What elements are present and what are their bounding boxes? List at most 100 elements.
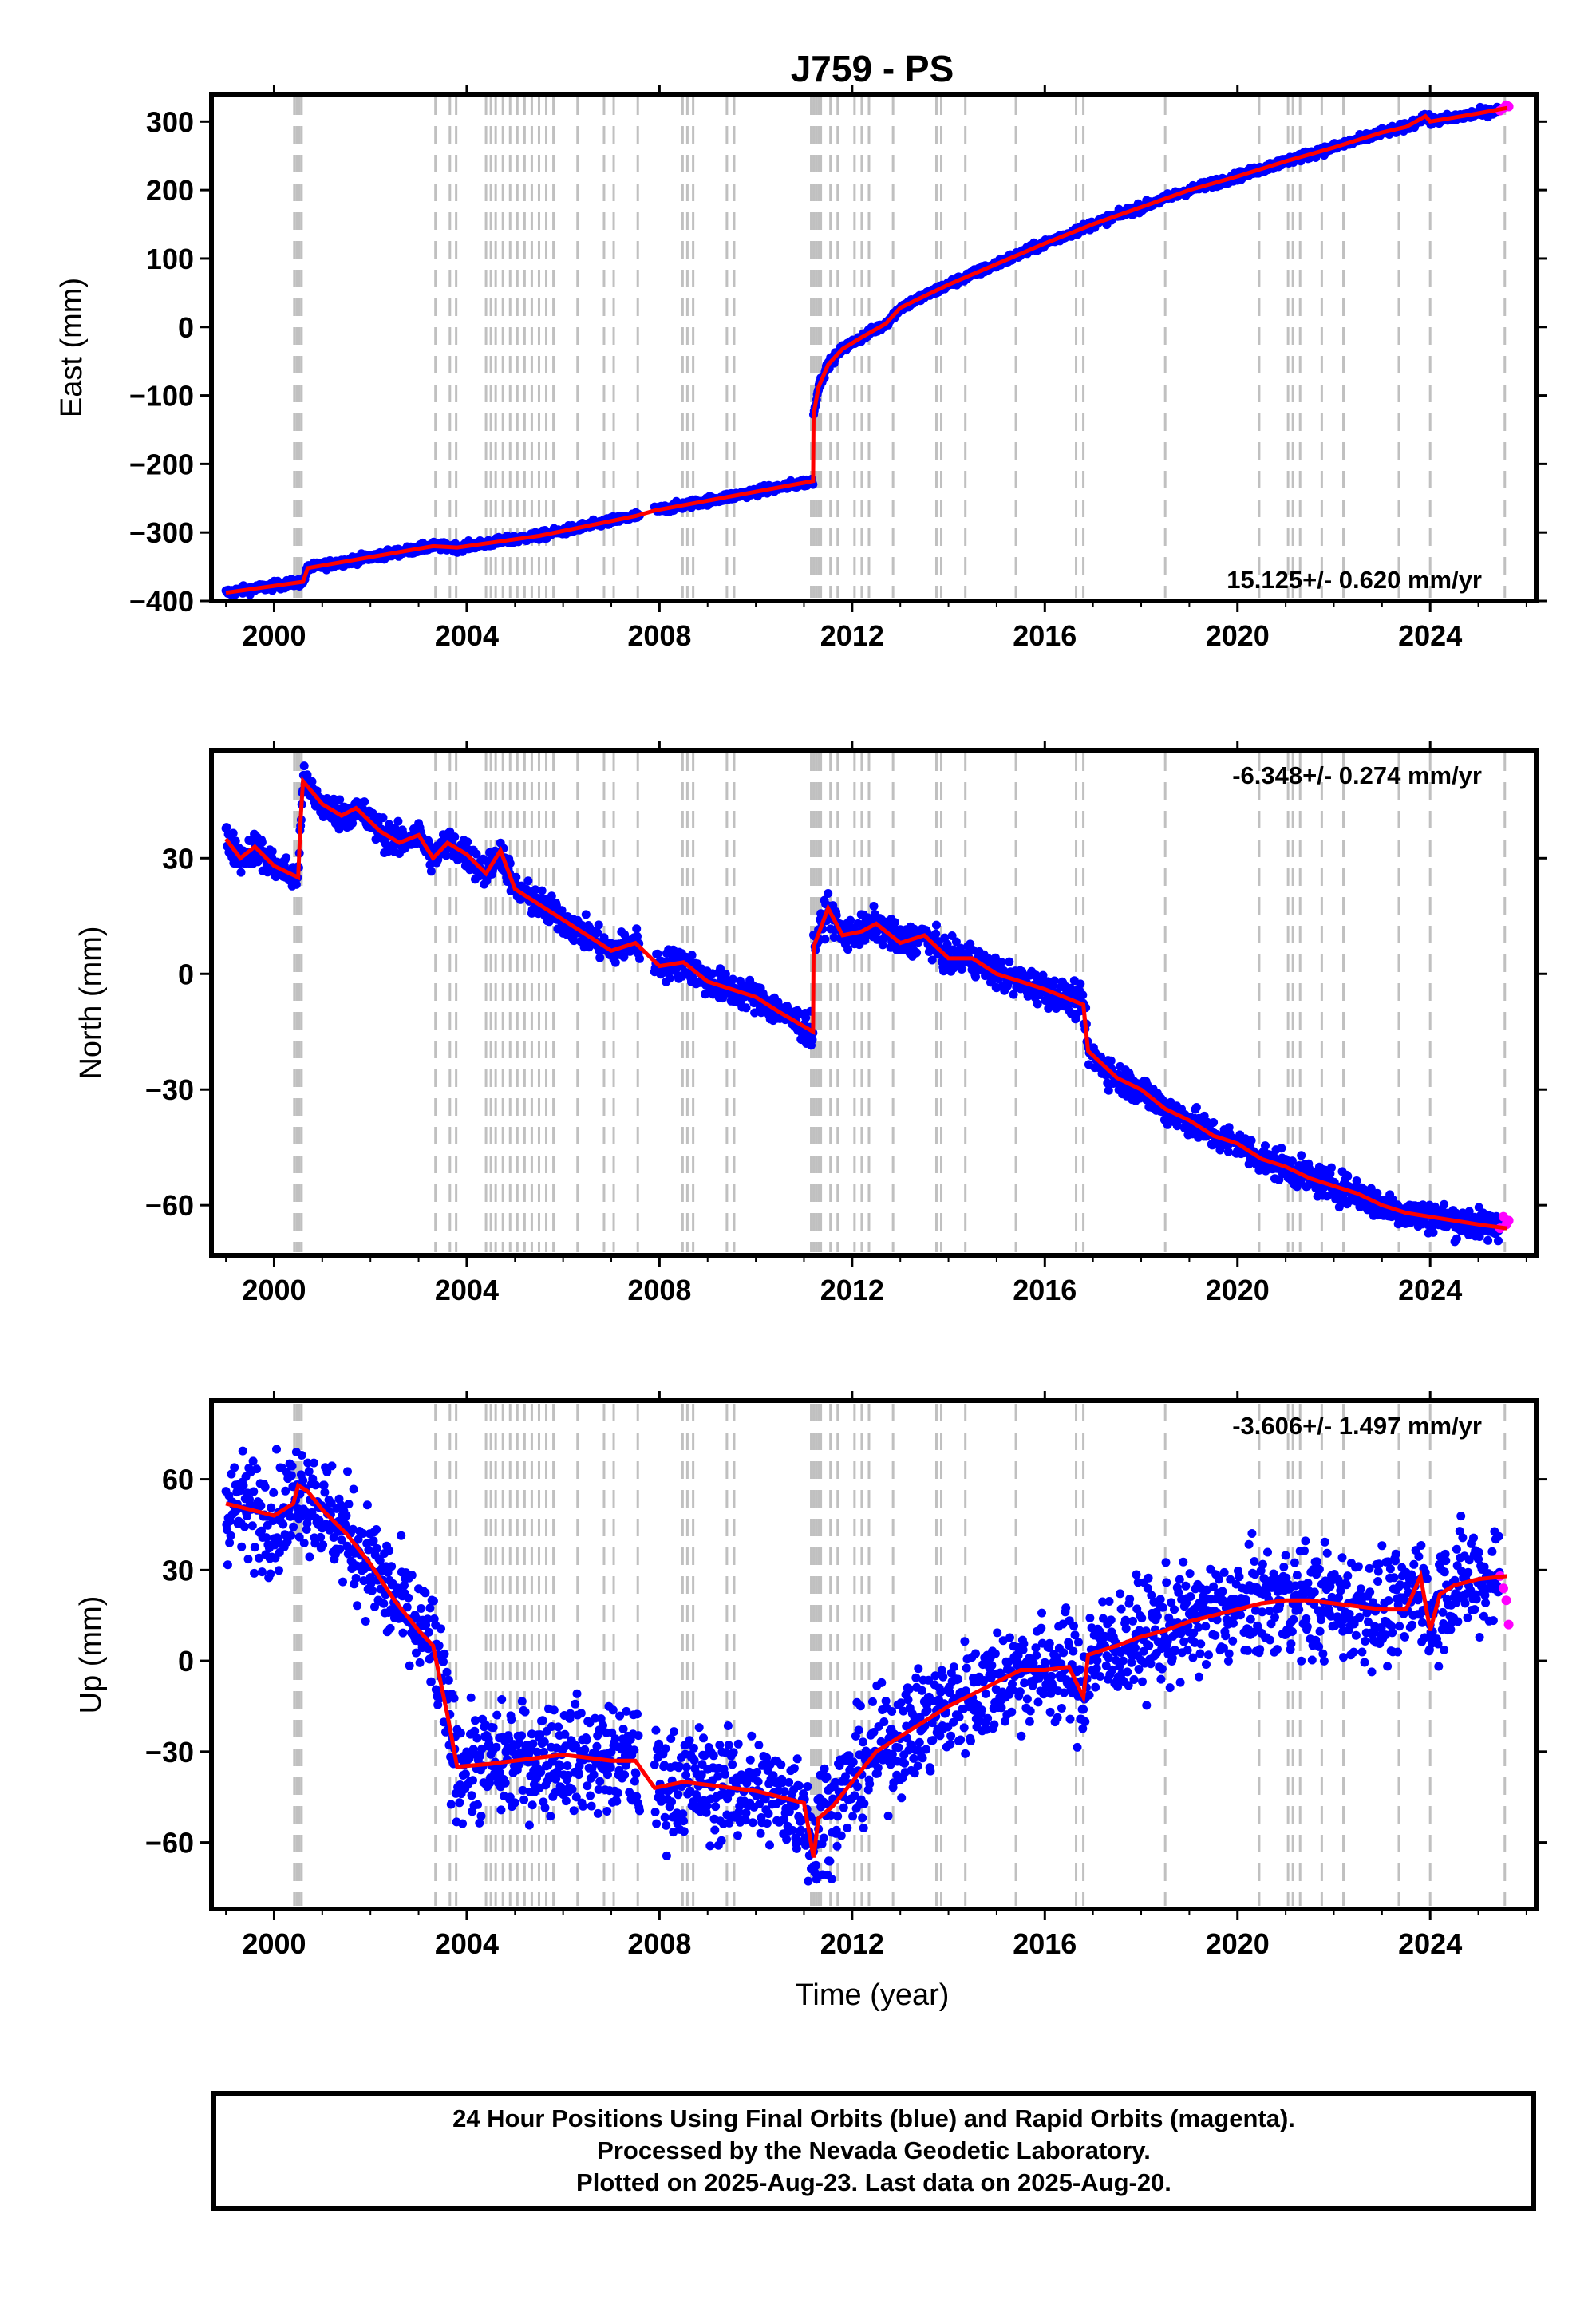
data-point bbox=[971, 972, 980, 982]
data-point bbox=[470, 1726, 480, 1736]
data-point bbox=[299, 1539, 309, 1547]
data-point bbox=[307, 777, 317, 786]
data-point bbox=[492, 1742, 501, 1752]
data-point bbox=[262, 1533, 271, 1543]
data-point bbox=[255, 1553, 264, 1563]
data-point bbox=[450, 832, 460, 842]
data-point bbox=[466, 1693, 476, 1702]
data-point bbox=[1366, 1184, 1376, 1193]
data-point bbox=[304, 1467, 314, 1476]
data-point bbox=[512, 872, 521, 882]
data-point bbox=[222, 823, 231, 832]
data-point bbox=[1172, 1121, 1182, 1131]
data-point bbox=[492, 1710, 502, 1720]
data-point bbox=[942, 939, 952, 949]
plot-frame bbox=[209, 92, 1539, 603]
data-point bbox=[468, 1776, 477, 1785]
data-point bbox=[348, 1524, 358, 1534]
data-point bbox=[520, 1707, 530, 1717]
data-point bbox=[354, 1535, 363, 1544]
data-point bbox=[1223, 1147, 1233, 1156]
data-point bbox=[297, 1451, 306, 1460]
data-point bbox=[240, 1522, 249, 1531]
data-point bbox=[595, 953, 605, 962]
data-point bbox=[322, 1467, 332, 1476]
data-point bbox=[424, 1627, 433, 1637]
data-point bbox=[257, 1567, 267, 1577]
data-point bbox=[446, 1800, 456, 1809]
data-point bbox=[385, 1623, 395, 1633]
data-point bbox=[510, 1798, 519, 1808]
figure-title: J759 - PS bbox=[791, 48, 954, 89]
data-point bbox=[415, 1658, 425, 1667]
data-point bbox=[610, 958, 620, 967]
data-point bbox=[721, 970, 730, 978]
data-point bbox=[327, 1461, 337, 1471]
data-point bbox=[429, 1596, 438, 1606]
data-point bbox=[243, 1555, 253, 1564]
data-point bbox=[442, 1667, 452, 1677]
data-point bbox=[518, 1785, 527, 1795]
data-point bbox=[282, 853, 291, 863]
x-tick-label: 2020 bbox=[1206, 1274, 1270, 1306]
data-point bbox=[256, 1501, 266, 1511]
data-point bbox=[433, 1700, 443, 1709]
data-point bbox=[531, 885, 540, 895]
data-point bbox=[267, 1503, 276, 1512]
final-orbit-points bbox=[221, 102, 1504, 599]
x-tick-label: 2004 bbox=[435, 1274, 499, 1306]
y-tick-label: 30 bbox=[162, 842, 194, 875]
data-point bbox=[594, 920, 603, 930]
x-tick-label: 2024 bbox=[1398, 1274, 1462, 1306]
data-point bbox=[1373, 1188, 1382, 1198]
data-point bbox=[326, 1498, 336, 1508]
data-point bbox=[846, 915, 855, 925]
data-point bbox=[728, 974, 737, 984]
data-point bbox=[369, 1536, 378, 1546]
x-tick-label: 2012 bbox=[820, 1274, 884, 1306]
data-point bbox=[687, 951, 697, 960]
data-point bbox=[320, 1488, 330, 1497]
data-point bbox=[337, 1535, 346, 1545]
data-point bbox=[421, 1588, 430, 1598]
data-point bbox=[1033, 999, 1042, 1009]
data-point bbox=[716, 964, 725, 974]
data-point bbox=[379, 1599, 389, 1608]
data-point bbox=[400, 1581, 409, 1591]
data-point bbox=[484, 1739, 494, 1749]
data-point bbox=[311, 1480, 320, 1490]
data-point bbox=[653, 949, 662, 958]
data-point bbox=[423, 1614, 433, 1624]
data-point bbox=[335, 1544, 345, 1554]
step-lines bbox=[293, 97, 1507, 598]
data-point bbox=[932, 920, 941, 930]
x-tick-label: 2016 bbox=[1013, 1274, 1077, 1306]
plot-frame bbox=[209, 748, 1539, 1258]
data-point bbox=[581, 910, 591, 919]
data-point bbox=[397, 1531, 406, 1540]
rate-label: -6.348+/- 0.274 mm/yr bbox=[1232, 761, 1482, 789]
data-point bbox=[890, 918, 899, 927]
data-point bbox=[426, 867, 436, 876]
data-point bbox=[252, 1464, 262, 1474]
data-point bbox=[305, 1552, 314, 1562]
x-tick-label: 2020 bbox=[1206, 619, 1270, 652]
data-point bbox=[593, 928, 602, 938]
data-point bbox=[286, 1531, 296, 1540]
data-point bbox=[398, 1628, 408, 1638]
data-point bbox=[1483, 1235, 1493, 1245]
data-point bbox=[250, 1543, 259, 1552]
data-point bbox=[507, 1715, 516, 1725]
data-point bbox=[1005, 957, 1014, 966]
data-point bbox=[471, 1716, 480, 1725]
data-point bbox=[342, 1511, 351, 1520]
data-point bbox=[269, 1488, 279, 1497]
data-point bbox=[1352, 1176, 1361, 1185]
data-point bbox=[431, 1685, 440, 1694]
data-point bbox=[247, 1521, 257, 1531]
data-point bbox=[236, 868, 246, 877]
data-point bbox=[402, 1603, 412, 1612]
data-point bbox=[299, 761, 309, 771]
y-axis-label: East (mm) bbox=[55, 278, 89, 417]
